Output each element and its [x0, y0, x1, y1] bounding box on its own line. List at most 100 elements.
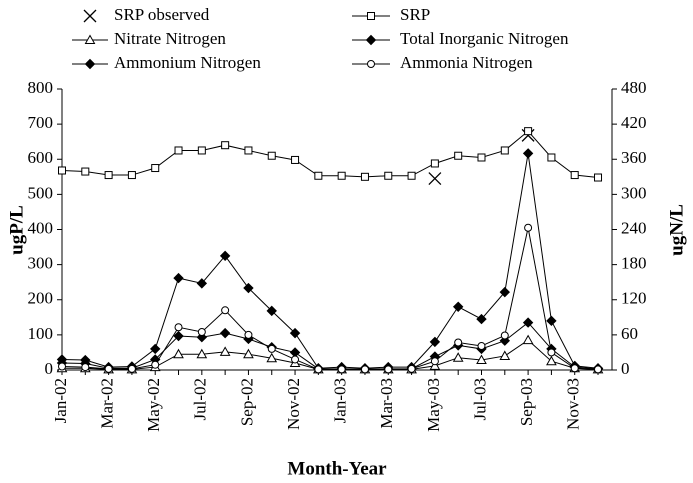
marker	[221, 306, 230, 315]
marker	[197, 146, 206, 155]
marker	[81, 167, 90, 176]
marker	[499, 286, 511, 298]
marker	[594, 173, 603, 182]
marker	[477, 153, 486, 162]
marker	[127, 364, 136, 373]
marker	[314, 365, 323, 374]
legend-item: Total Inorganic Nitrogen	[352, 29, 569, 48]
marker	[454, 338, 463, 347]
marker	[196, 348, 208, 359]
x-tick-label: Nov-02	[284, 378, 303, 430]
x-tick-label: Jan-02	[51, 378, 70, 423]
marker	[546, 315, 557, 327]
legend-item: Nitrate Nitrogen	[72, 29, 226, 48]
marker	[58, 166, 66, 175]
marker	[291, 355, 300, 364]
marker	[267, 344, 276, 353]
y-tick-label: 600	[28, 148, 54, 167]
legend-item: Ammonium Nitrogen	[72, 53, 261, 72]
marker	[452, 301, 464, 312]
x-tick-label: Mar-03	[377, 378, 396, 429]
marker	[84, 34, 96, 44]
y2-tick-label: 0	[621, 359, 630, 378]
marker	[454, 151, 463, 160]
marker	[547, 348, 556, 357]
marker	[151, 164, 160, 173]
legend-label: Total Inorganic Nitrogen	[400, 29, 569, 48]
marker	[522, 148, 534, 159]
marker	[266, 305, 277, 317]
series-line	[61, 153, 599, 369]
marker	[499, 350, 511, 360]
marker	[197, 327, 206, 336]
y-tick-label: 100	[28, 324, 54, 343]
y2-tick-label: 360	[621, 148, 647, 167]
marker	[151, 360, 160, 369]
x-tick-label: May-03	[424, 378, 443, 432]
y-tick-label: 800	[28, 78, 54, 97]
marker	[219, 327, 231, 339]
marker	[221, 141, 230, 150]
marker	[570, 364, 579, 373]
marker	[58, 362, 66, 371]
marker	[594, 365, 603, 374]
marker	[477, 341, 486, 350]
marker	[429, 336, 441, 348]
y-tick-label: 200	[28, 289, 54, 308]
y2-tick-label: 300	[621, 183, 647, 202]
marker	[243, 282, 254, 294]
marker	[337, 365, 346, 374]
marker	[173, 272, 184, 284]
marker	[500, 146, 509, 155]
marker	[219, 250, 231, 262]
y2-tick-label: 180	[621, 254, 647, 273]
marker	[104, 364, 113, 373]
legend-label: SRP	[400, 5, 430, 24]
x-tick-label: Nov-03	[564, 378, 583, 430]
marker	[244, 330, 253, 339]
marker	[524, 223, 533, 232]
y2-tick-label: 60	[621, 324, 638, 343]
marker	[522, 317, 534, 328]
marker	[524, 127, 533, 136]
x-tick-label: Sep-03	[517, 378, 536, 426]
legend-label: Ammonium Nitrogen	[114, 53, 261, 72]
marker	[244, 146, 253, 155]
marker	[407, 364, 416, 373]
marker	[173, 348, 184, 359]
marker	[243, 348, 254, 359]
marker	[500, 331, 509, 340]
marker	[81, 363, 90, 372]
y-tick-label: 0	[45, 359, 54, 378]
legend-label: Ammonia Nitrogen	[400, 53, 533, 72]
legend-item: Ammonia Nitrogen	[352, 53, 533, 72]
marker	[428, 172, 442, 186]
marker	[150, 343, 161, 355]
marker	[384, 365, 393, 374]
marker	[266, 352, 278, 363]
marker	[429, 360, 441, 370]
marker	[291, 155, 300, 164]
marker	[546, 355, 557, 366]
marker	[83, 9, 97, 23]
marker	[367, 12, 375, 20]
x-tick-label: May-02	[144, 378, 163, 432]
series-line	[61, 321, 599, 370]
legend-label: Nitrate Nitrogen	[114, 29, 226, 48]
marker	[267, 151, 276, 160]
marker	[407, 171, 416, 180]
marker	[174, 323, 183, 332]
marker	[367, 60, 375, 68]
y2-tick-label: 420	[621, 113, 647, 132]
y-axis-label: ugP/L	[6, 205, 27, 255]
y-tick-label: 700	[28, 113, 54, 132]
marker	[173, 330, 184, 342]
y2-tick-label: 240	[621, 218, 647, 237]
x-tick-label: Mar-02	[98, 378, 117, 429]
marker	[219, 346, 231, 356]
marker	[476, 354, 487, 365]
marker	[289, 327, 301, 339]
marker	[337, 171, 346, 180]
legend-item: SRP observed	[83, 5, 210, 24]
marker	[430, 357, 439, 366]
